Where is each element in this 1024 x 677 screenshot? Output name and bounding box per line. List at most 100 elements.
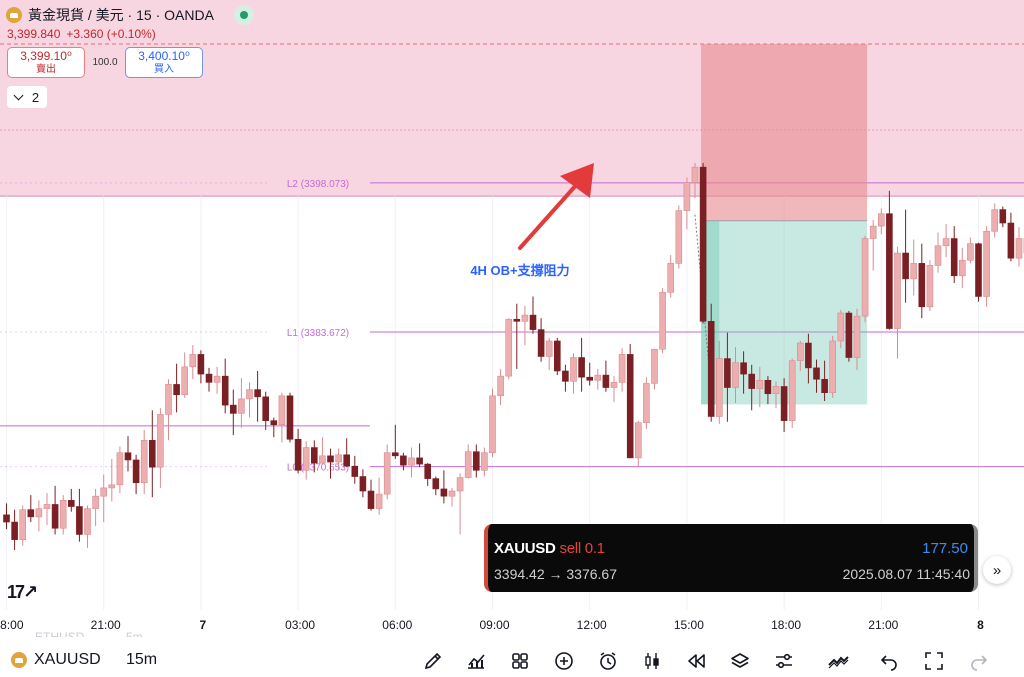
tradingview-logo[interactable]: 17↗ — [7, 582, 38, 602]
sell-label: 賣出 — [36, 64, 56, 75]
candle-body — [440, 488, 448, 497]
sell-price: 3,399.10⁰ — [20, 49, 72, 63]
symbol-title[interactable]: 黃金現貨 / 美元 · 15 · OANDA — [28, 7, 214, 23]
candle-body — [92, 495, 99, 509]
trend-icon[interactable] — [825, 648, 851, 674]
x-tick-label: 15:00 — [674, 618, 704, 632]
market-open-icon — [233, 5, 254, 25]
candle-body — [756, 379, 764, 389]
toast-symbol: XAUUSD — [494, 540, 556, 557]
expand-panel-button[interactable]: » — [983, 556, 1011, 584]
candle-body — [513, 318, 521, 322]
price-chart[interactable]: L2 (3398.073)L1 (3383.672)L0 (3370.653) … — [0, 0, 1024, 637]
fullscreen-icon[interactable] — [921, 648, 947, 674]
candle-body — [570, 357, 577, 382]
candle-body — [732, 362, 739, 388]
footer-symbol-button[interactable]: XAUUSD — [11, 651, 101, 669]
candle-body — [472, 451, 480, 471]
candle-body — [173, 384, 180, 396]
candle-body — [967, 243, 974, 261]
candle-body — [651, 348, 658, 384]
price-change: +3.360 (+0.10%) — [66, 27, 156, 41]
candle-body — [11, 521, 18, 540]
candle-body — [278, 395, 286, 426]
candle-body — [691, 166, 699, 183]
candle-body — [181, 366, 188, 396]
annotation-arrow-shaft — [518, 181, 580, 250]
candle-body — [270, 420, 278, 426]
candle-body — [707, 321, 715, 417]
candle-body — [975, 243, 982, 297]
candle-body — [699, 166, 707, 322]
candle-body — [853, 315, 861, 358]
candle-body — [294, 438, 302, 471]
gold-logo-icon — [11, 652, 27, 668]
candle-body — [950, 238, 958, 277]
candle-body — [59, 500, 67, 529]
candle-body — [108, 484, 116, 489]
candle-body — [1007, 222, 1015, 259]
x-axis-bar — [0, 610, 1024, 637]
candle-body — [254, 389, 261, 398]
candle-body — [715, 358, 723, 417]
redo-icon[interactable] — [966, 648, 992, 674]
annotation-arrow-head — [560, 163, 594, 198]
footer-timeframe-button[interactable]: 15m — [126, 651, 158, 668]
candle-body — [205, 373, 213, 383]
candle-body — [586, 376, 594, 381]
toast-pnl: 177.50 — [922, 540, 968, 557]
buy-button[interactable]: 3,400.10⁰ 買入 — [125, 47, 203, 78]
plus-circle-icon[interactable] — [551, 648, 577, 674]
indicators-toggle[interactable]: 2 — [7, 86, 47, 108]
candle-body — [626, 354, 634, 459]
candle-body — [343, 454, 351, 467]
symbol-title-row[interactable]: 黃金現貨 / 美元 · 15 · OANDA — [6, 5, 254, 25]
candle-body — [675, 210, 683, 264]
alarm-icon[interactable] — [595, 648, 621, 674]
pencil-icon[interactable] — [420, 648, 446, 674]
candle-body — [327, 455, 334, 463]
candle-body — [367, 490, 375, 509]
candle-body — [545, 340, 553, 357]
candle-body — [505, 318, 513, 377]
candle-body — [983, 230, 990, 297]
candle-body — [165, 384, 172, 415]
layers-icon[interactable] — [727, 648, 753, 674]
x-tick-label: 06:00 — [382, 618, 412, 632]
candle-body — [958, 259, 966, 277]
candle-body — [877, 213, 885, 227]
candle-body — [124, 452, 132, 461]
candle-body — [991, 209, 999, 232]
candle-body — [788, 360, 796, 421]
level-label: L0 (3370.653) — [287, 463, 349, 474]
candle-body — [221, 375, 229, 406]
candle-body — [68, 500, 75, 507]
candle-body — [861, 238, 869, 317]
bottom-toolbar — [0, 637, 1024, 677]
buy-price: 3,400.10⁰ — [138, 49, 190, 63]
candles-icon[interactable] — [639, 648, 665, 674]
undo-icon[interactable] — [876, 648, 902, 674]
candle-body — [942, 238, 950, 247]
candle-body — [286, 395, 294, 440]
gold-logo-icon — [6, 7, 22, 23]
candle-body — [391, 452, 399, 457]
candle-body — [27, 509, 35, 518]
toast-title: XAUUSD sell 0.1 — [494, 540, 605, 557]
indicators-icon[interactable] — [463, 648, 489, 674]
replay-icon[interactable] — [683, 648, 709, 674]
candle-body — [553, 340, 561, 372]
toast-side: sell 0.1 — [559, 540, 605, 557]
toast-timestamp: 2025.08.07 11:45:40 — [842, 566, 970, 582]
candle-body — [448, 490, 456, 497]
candle-body — [634, 422, 642, 459]
settings-sliders-icon[interactable] — [771, 648, 797, 674]
apps-icon[interactable] — [507, 648, 533, 674]
trade-notification[interactable]: XAUUSD sell 0.1 177.50 3394.42 → 3376.67 … — [484, 524, 978, 592]
candle-body — [813, 367, 820, 380]
candle-body — [132, 459, 140, 484]
sell-button[interactable]: 3,399.10⁰ 賣出 — [7, 47, 85, 78]
candle-body — [796, 342, 804, 361]
candle-body — [319, 455, 326, 464]
